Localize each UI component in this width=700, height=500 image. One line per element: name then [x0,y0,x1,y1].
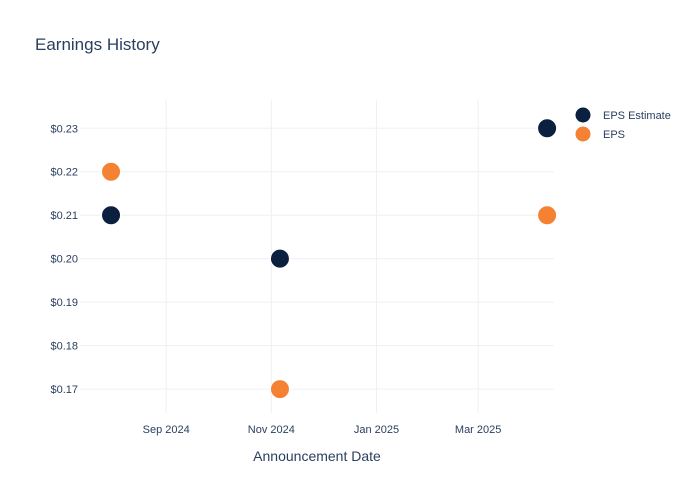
data-point[interactable] [269,379,290,400]
x-tick-label: Nov 2024 [248,424,295,436]
y-tick-label: $0.23 [50,123,78,135]
y-tick-label: $0.17 [50,384,78,396]
grid-layer [80,100,554,413]
y-tick-label: $0.19 [50,297,78,309]
chart-title: Earnings History [35,35,160,54]
legend: EPS Estimate EPS [574,106,671,143]
y-tick-label: $0.22 [50,167,78,179]
x-axis-title: Announcement Date [253,448,381,464]
legend-label[interactable]: EPS Estimate [603,110,671,122]
legend-label[interactable]: EPS [603,129,625,141]
data-point[interactable] [537,205,558,226]
data-point[interactable] [101,205,122,226]
x-tick-label: Mar 2025 [455,424,501,436]
x-tick-label: Jan 2025 [354,424,399,436]
point-layer [101,118,558,400]
y-tick-label: $0.18 [50,341,78,353]
data-point[interactable] [269,248,290,269]
data-point[interactable] [101,161,122,182]
legend-marker[interactable] [574,106,592,124]
data-point[interactable] [537,118,558,139]
tick-layer: Sep 2024 Nov 2024 Jan 2025 Mar 2025 $0.17 $0.… [50,123,501,436]
x-tick-label: Sep 2024 [143,424,190,436]
y-tick-label: $0.21 [50,210,78,222]
y-tick-label: $0.20 [50,254,78,266]
legend-marker[interactable] [574,125,592,143]
